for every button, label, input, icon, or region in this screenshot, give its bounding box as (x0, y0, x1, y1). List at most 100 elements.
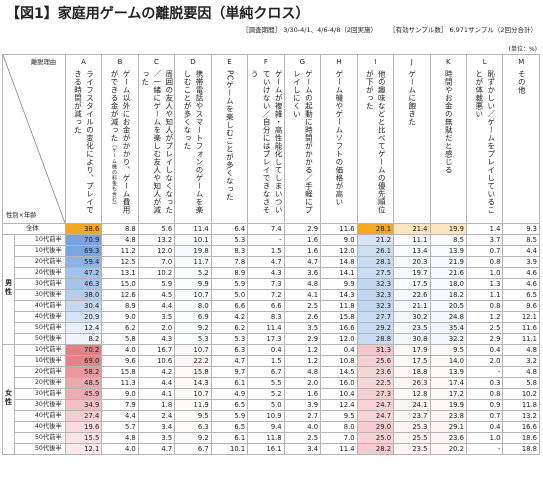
cell-value: 1.0 (465, 432, 504, 444)
cell-value: 2.9 (283, 333, 322, 345)
table-row: 50代後半 12.1 4.0 4.7 6.7 10.1 16.1 3.4 11.4 28.2 23.… (3, 443, 540, 455)
cell-value: 2.9 (465, 333, 504, 345)
column-reason-text: その他 (515, 70, 527, 220)
cell-value: 45.9 (64, 388, 103, 400)
cell-value: 11.8 (247, 432, 285, 444)
cell-value: 14.5 (320, 366, 358, 378)
cell-value: 46.3 (64, 278, 103, 290)
cell-value: 2.9 (283, 223, 322, 235)
cell-value: 5.0 (210, 289, 249, 301)
column-reason-label: ライフスタイルの変化により、プレイできる時間が減った (73, 70, 95, 214)
cell-value: 3.4 (283, 443, 322, 455)
column-header-g: G ゲームの起動に時間がかかる／手軽にプレイしにくい (283, 54, 322, 224)
column-reason-label: 時間やお金の無駄だと感じる (444, 70, 454, 174)
cell-value: 5.2 (247, 388, 285, 400)
cell-value: 3.7 (465, 234, 504, 246)
cell-value: 38.0 (64, 289, 103, 301)
cell-value: 7.0 (320, 432, 358, 444)
table-row: 10代後半 69.3 11.2 12.0 19.8 8.3 1.5 1.6 12.0 26.1 13… (3, 245, 540, 257)
corner-top-label: 離脱理由 (31, 59, 57, 66)
cell-value: 29.2 (356, 322, 395, 334)
cell-value: 4.8 (502, 344, 540, 356)
cell-value: 10.7 (174, 388, 212, 400)
cell-value: 24.7 (356, 410, 395, 422)
cell-value: 9.5 (429, 344, 467, 356)
cell-value: 9.0 (320, 234, 358, 246)
cell-value: 35.4 (429, 322, 467, 334)
cell-value: 4.9 (210, 388, 249, 400)
cell-value: 5.3 (174, 333, 212, 345)
row-label: 30代後半 (14, 289, 66, 301)
cell-value: 6.7 (174, 443, 212, 455)
cell-value: 0.9 (465, 399, 504, 411)
cell-value: 6.4 (210, 223, 249, 235)
cell-value: 22.6 (393, 289, 431, 301)
cell-value: 11.9 (174, 399, 212, 411)
cell-value: 0.8 (465, 256, 504, 268)
table-row: 40代前半 27.4 4.4 2.4 9.5 5.9 10.9 2.7 9.5 24.7 23.7 2… (3, 410, 540, 422)
row-label: 20代前半 (14, 256, 66, 268)
cell-value: 2.0 (137, 322, 176, 334)
cell-value: 10.7 (174, 289, 212, 301)
row-label: 50代後半 (14, 443, 66, 455)
cell-value: 6.2 (101, 322, 139, 334)
cell-value: 5.9 (210, 410, 249, 422)
cell-value: 23.6 (429, 432, 467, 444)
column-reason-text: PCゲームを楽しむことが多くなった (223, 70, 235, 220)
cell-value: 12.1 (64, 443, 103, 455)
column-reason-text: ゲーム以外にお金がかかり、ゲーム費用ができる金が減った（ゲーム機の料金も含む） (108, 70, 132, 220)
cell-value: 1.6 (283, 388, 322, 400)
cell-value: - (465, 366, 504, 378)
cell-value: 6.9 (174, 311, 212, 323)
cell-value: 12.0 (137, 245, 176, 257)
cell-value: 4.3 (137, 333, 176, 345)
cell-value: 58.2 (64, 366, 103, 378)
cell-value: 0.4 (465, 421, 504, 433)
cell-value: 11.4 (247, 322, 285, 334)
cell-value: 13.9 (429, 366, 467, 378)
cell-value: 23.5 (393, 443, 431, 455)
column-header-b: B ゲーム以外にお金がかかり、ゲーム費用ができる金が減った（ゲーム機の料金も含む） (101, 54, 139, 224)
cell-value: 5.9 (137, 278, 176, 290)
cell-value: 27.7 (356, 311, 395, 323)
cell-value: 6.2 (210, 322, 249, 334)
cell-value: 21.9 (429, 256, 467, 268)
cell-value: 14.3 (174, 377, 212, 389)
cell-value: 4.7 (137, 443, 176, 455)
column-reason-text: ゲームが複雑・高性能化してしまいついていけない／自分にはプレイできなさそう (249, 70, 283, 220)
table-row: 20代前半 58.2 15.8 4.2 15.8 9.7 6.7 4.8 14.5 23.6 18.… (3, 366, 540, 378)
cell-value: 2.5 (465, 322, 504, 334)
cell-value: 10.7 (174, 344, 212, 356)
cell-value: 2.5 (283, 432, 322, 444)
table-row: 20代後半 47.2 13.1 10.2 5.2 8.9 4.3 3.6 14.1 27.5 19.… (3, 267, 540, 279)
cell-value: 4.1 (283, 289, 322, 301)
unit-label: (単位：%) (508, 46, 537, 53)
cell-value: 1.6 (283, 245, 322, 257)
cell-value: 14.0 (429, 355, 467, 367)
cell-value: 1.5 (247, 245, 285, 257)
cell-value: 0.8 (465, 300, 504, 312)
cell-value: 6.7 (247, 366, 285, 378)
gender-text: 男性 (4, 279, 13, 297)
cell-value: 6.5 (210, 421, 249, 433)
row-label: 30代後半 (14, 399, 66, 411)
cell-value: 11.6 (320, 223, 358, 235)
cell-value: - (247, 234, 285, 246)
table-row: 女性 10代前半 70.2 4.0 16.7 10.7 6.3 0.4 1.2 0.4 31.3 17… (1, 344, 540, 455)
cell-value: 21.2 (356, 234, 395, 246)
cell-value: 0.4 (465, 344, 504, 356)
cell-value: 26.3 (393, 377, 431, 389)
cell-value: 1.4 (465, 223, 504, 235)
cell-value: 11.1 (393, 234, 431, 246)
cell-value: 6.3 (210, 344, 249, 356)
crosstab-table: 離脱理由 性別×年齢 A ライフスタイルの変化により、プレイできる時間が減った B ゲ… (1, 54, 540, 455)
cell-value: 1.2 (283, 344, 322, 356)
cell-value: 11.2 (101, 245, 139, 257)
cell-value: 8.3 (247, 311, 285, 323)
cell-value: 5.6 (137, 223, 176, 235)
cell-value: 18.8 (393, 366, 431, 378)
cell-value: 1.0 (465, 267, 504, 279)
cell-value: 25.0 (356, 432, 395, 444)
cell-value: 3.5 (137, 432, 176, 444)
cell-value: 16.0 (320, 377, 358, 389)
